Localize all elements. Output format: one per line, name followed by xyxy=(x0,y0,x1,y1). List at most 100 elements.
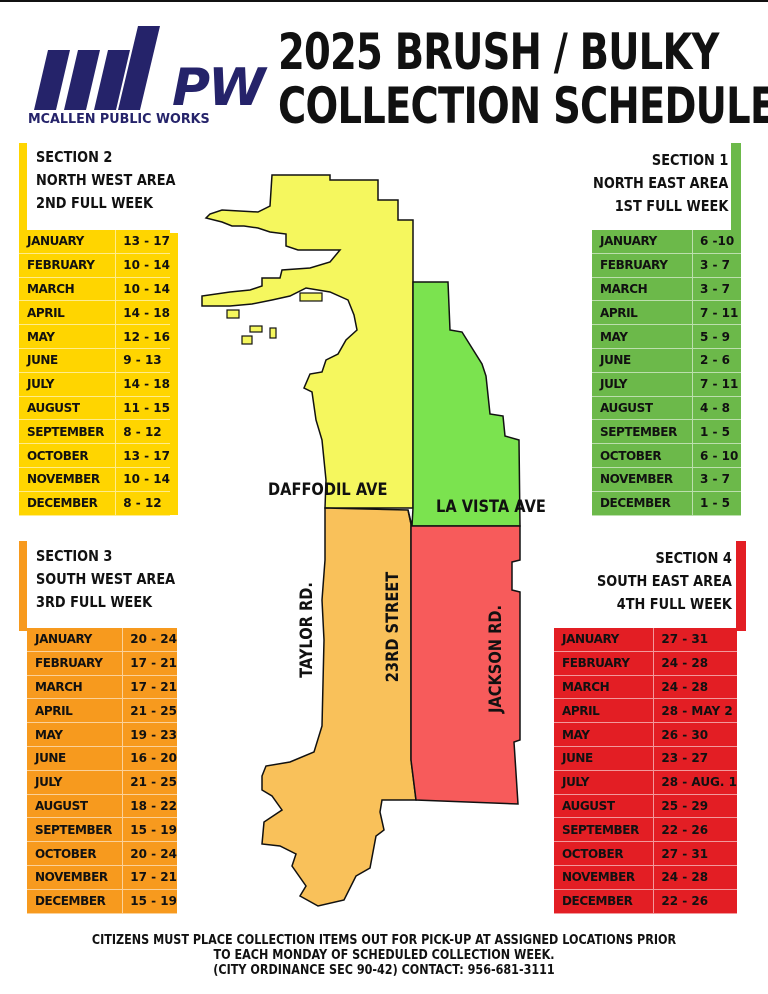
map-section-3-southwest xyxy=(261,507,417,907)
schedule-row: OCTOBER 6 - 10 xyxy=(592,443,741,468)
section-1-name: SECTION 1 xyxy=(651,151,728,169)
dates-cell: 12 - 16 xyxy=(115,324,170,349)
dates-cell: 14 - 18 xyxy=(115,300,170,326)
dates-cell: 13 - 17 xyxy=(115,443,170,468)
dates-cell: 19 - 23 xyxy=(122,722,177,747)
dates-cell: 18 - 22 xyxy=(122,794,177,819)
month-cell: AUGUST xyxy=(592,396,693,421)
dates-cell: 7 - 11 xyxy=(692,300,741,326)
section-3-week: 3RD FULL WEEK xyxy=(36,593,153,611)
month-cell: NOVEMBER xyxy=(554,865,654,890)
month-cell: OCTOBER xyxy=(19,443,116,468)
dates-cell: 14 - 18 xyxy=(115,372,170,397)
dates-cell: 3 - 7 xyxy=(692,467,741,492)
month-cell: DECEMBER xyxy=(19,491,116,516)
schedule-row: MARCH 10 - 14 xyxy=(19,277,170,302)
schedule-row: MAY 19 - 23 xyxy=(27,722,177,747)
top-border xyxy=(0,0,768,2)
month-cell: OCTOBER xyxy=(27,841,123,866)
schedule-row: JULY 14 - 18 xyxy=(19,372,170,397)
street-label-daffodil: DAFFODIL AVE xyxy=(268,480,388,500)
schedule-row: SEPTEMBER 8 - 12 xyxy=(19,419,170,445)
schedule-row: DECEMBER 1 - 5 xyxy=(592,491,741,516)
schedule-row: JUNE 23 - 27 xyxy=(554,746,737,771)
dates-cell: 21 - 25 xyxy=(122,698,177,724)
dates-cell: 24 - 28 xyxy=(653,651,737,676)
month-cell: FEBRUARY xyxy=(592,253,693,278)
schedule-row: SEPTEMBER 22 - 26 xyxy=(554,817,737,843)
footer-line-3: (CITY ORDINANCE SEC 90-42) CONTACT: 956-… xyxy=(213,963,555,978)
section-4-schedule-table: JANUARY 27 - 31 FEBRUARY 24 - 28 MARCH 24 - 2… xyxy=(554,628,737,914)
logo-stripes-icon xyxy=(34,26,160,110)
schedule-row: JANUARY 13 - 17 xyxy=(19,230,170,254)
schedule-row: MAY 26 - 30 xyxy=(554,722,737,747)
street-label-taylor: TAYLOR RD. xyxy=(297,582,317,678)
dates-cell: 6 - 10 xyxy=(692,443,741,468)
dates-cell: 16 - 20 xyxy=(122,746,177,771)
month-cell: JANUARY xyxy=(592,230,693,254)
dates-cell: 8 - 12 xyxy=(115,419,170,445)
schedule-row: JANUARY 20 - 24 xyxy=(27,628,177,652)
schedule-row: DECEMBER 8 - 12 xyxy=(19,491,170,516)
dates-cell: 28 - AUG. 1 xyxy=(653,770,737,795)
schedule-row: APRIL 21 - 25 xyxy=(27,698,177,724)
section-4-accent-bar xyxy=(736,541,746,631)
month-cell: MAY xyxy=(19,324,116,349)
street-label-la-vista: LA VISTA AVE xyxy=(436,497,546,517)
section-2-table-edge xyxy=(170,233,178,515)
section-4-name: SECTION 4 xyxy=(655,549,732,567)
schedule-row: MARCH 3 - 7 xyxy=(592,277,741,302)
dates-cell: 6 -10 xyxy=(692,230,741,254)
street-label-23rd: 23RD STREET xyxy=(383,571,403,683)
page-title: 2025 BRUSH / BULKY COLLECTION SCHEDULE xyxy=(278,26,768,134)
month-cell: JULY xyxy=(27,770,123,795)
month-cell: OCTOBER xyxy=(592,443,693,468)
dates-cell: 10 - 14 xyxy=(115,277,170,302)
section-4-week: 4TH FULL WEEK xyxy=(616,595,732,613)
dates-cell: 17 - 21 xyxy=(122,675,177,700)
month-cell: DECEMBER xyxy=(554,889,654,914)
month-cell: JULY xyxy=(554,770,654,795)
schedule-row: AUGUST 11 - 15 xyxy=(19,396,170,421)
map-section-4-southeast xyxy=(407,509,521,805)
schedule-row: MAY 12 - 16 xyxy=(19,324,170,349)
month-cell: MARCH xyxy=(27,675,123,700)
month-cell: MAY xyxy=(592,324,693,349)
month-cell: SEPTEMBER xyxy=(554,817,654,843)
month-cell: OCTOBER xyxy=(554,841,654,866)
dates-cell: 5 - 9 xyxy=(692,324,741,349)
schedule-row: NOVEMBER 24 - 28 xyxy=(554,865,737,890)
month-cell: NOVEMBER xyxy=(27,865,123,890)
dates-cell: 27 - 31 xyxy=(653,628,737,652)
month-cell: FEBRUARY xyxy=(19,253,116,278)
logo-caption: MCALLEN PUBLIC WORKS xyxy=(28,112,210,127)
schedule-row: AUGUST 25 - 29 xyxy=(554,794,737,819)
section-2-header: SECTION 2 NORTH WEST AREA 2ND FULL WEEK xyxy=(36,146,176,215)
section-3-area: SOUTH WEST AREA xyxy=(36,570,176,588)
footer-line-2: TO EACH MONDAY OF SCHEDULED COLLECTION W… xyxy=(213,948,555,963)
dates-cell: 24 - 28 xyxy=(653,865,737,890)
dates-cell: 7 - 11 xyxy=(692,372,741,397)
month-cell: MARCH xyxy=(19,277,116,302)
map-yellow-island xyxy=(269,327,277,339)
map-yellow-island xyxy=(249,325,263,333)
month-cell: AUGUST xyxy=(19,396,116,421)
section-2-area: NORTH WEST AREA xyxy=(36,171,176,189)
section-2-schedule-table: JANUARY 13 - 17 FEBRUARY 10 - 14 MARCH 10 - 1… xyxy=(19,230,170,516)
dates-cell: 27 - 31 xyxy=(653,841,737,866)
schedule-row: NOVEMBER 17 - 21 xyxy=(27,865,177,890)
street-label-jackson: JACKSON RD. xyxy=(486,604,506,714)
dates-cell: 22 - 26 xyxy=(653,889,737,914)
month-cell: APRIL xyxy=(554,698,654,724)
dates-cell: 23 - 27 xyxy=(653,746,737,771)
dates-cell: 24 - 28 xyxy=(653,675,737,700)
dates-cell: 8 - 12 xyxy=(115,491,170,516)
section-4-header: SECTION 4 SOUTH EAST AREA 4TH FULL WEEK xyxy=(597,547,732,616)
schedule-row: APRIL 28 - MAY 2 xyxy=(554,698,737,724)
section-3-name: SECTION 3 xyxy=(36,547,113,565)
month-cell: JUNE xyxy=(27,746,123,771)
dates-cell: 9 - 13 xyxy=(115,348,170,373)
dates-cell: 25 - 29 xyxy=(653,794,737,819)
schedule-row: JUNE 16 - 20 xyxy=(27,746,177,771)
dates-cell: 17 - 21 xyxy=(122,865,177,890)
